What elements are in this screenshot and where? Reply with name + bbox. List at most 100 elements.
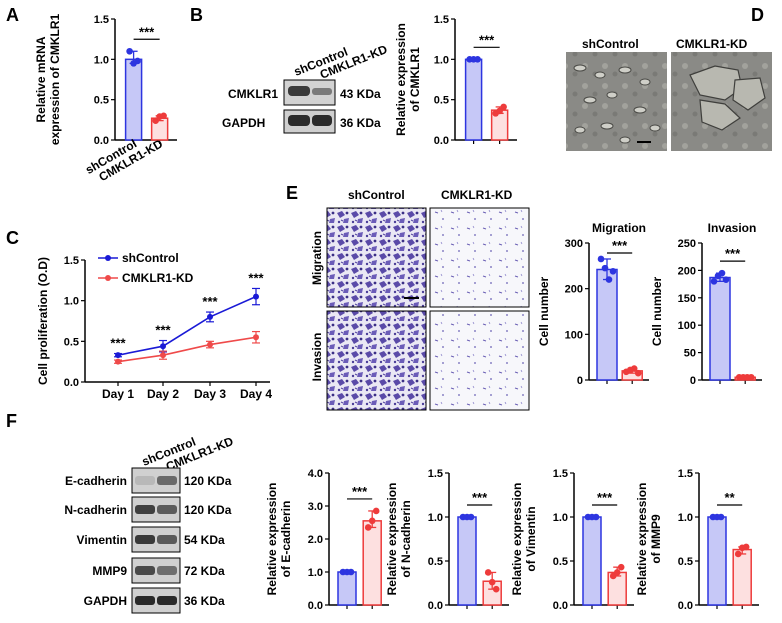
data-point (372, 507, 380, 515)
data-point (500, 103, 507, 111)
y-tick-label: 50 (684, 348, 696, 360)
data-point (734, 550, 742, 558)
chart-e-migration: 0 100 200 300 *** Cell number Migration (537, 221, 649, 387)
blot-f-protein: E-cadherin (65, 474, 127, 488)
bar-control (582, 516, 602, 606)
data-point (160, 352, 166, 359)
data-point (492, 585, 500, 593)
data-point (617, 563, 625, 571)
y-tick-label: 100 (565, 329, 583, 341)
bar-control (457, 516, 477, 606)
data-point (592, 513, 600, 521)
data-point (126, 47, 133, 55)
y-tick-label: 1.0 (94, 54, 109, 66)
data-point (364, 524, 372, 531)
data-point (207, 341, 213, 348)
data-point (634, 369, 642, 377)
transwell-row-invasion: Invasion (310, 333, 324, 382)
chart-f-ncadherin: 0.0 0.5 1.0 1.5 *** Relative expression of N-c… (385, 468, 509, 612)
data-point (742, 543, 750, 551)
y-tick-label: 0.5 (553, 556, 568, 568)
y-axis-label: expression of CMKLR1 (48, 13, 62, 145)
blot-b-size-1: 36 KDa (340, 116, 381, 130)
data-point (152, 117, 159, 124)
y-tick-label: 0.5 (64, 336, 79, 348)
x-tick-label: Day 1 (102, 387, 134, 401)
data-point (347, 568, 355, 576)
legend-label: CMKLR1-KD (122, 271, 194, 285)
bar-control (709, 276, 731, 381)
significance-label: *** (202, 294, 218, 309)
data-point (609, 268, 617, 275)
y-tick-label: 2.0 (308, 534, 323, 546)
y-axis-label: Relative expression (385, 483, 399, 596)
significance-label: *** (725, 246, 741, 261)
y-axis-label: Cell number (537, 277, 551, 347)
blot-f-protein: Vimentin (77, 533, 127, 547)
data-point (605, 276, 613, 283)
panel-label-e: E (286, 183, 298, 203)
y-tick-label: 1.5 (553, 468, 568, 480)
blot-band (135, 596, 155, 605)
transwell-image-migration-control (326, 207, 427, 308)
y-tick-label: 300 (565, 238, 583, 250)
y-axis-label: of E-cadherin (279, 501, 293, 578)
data-point (115, 352, 121, 359)
series-line (117, 336, 257, 363)
y-tick-label: 1.5 (428, 468, 443, 480)
data-point (601, 264, 609, 272)
chart-b-cmklr1-protein: 0.0 0.5 1.0 1.5 *** Relative expression of CMK… (394, 14, 517, 147)
y-axis-label: of MMP9 (649, 514, 663, 564)
y-tick-label: 0.0 (678, 600, 693, 612)
data-point (474, 56, 481, 63)
series-line (117, 295, 257, 356)
blot-band (288, 86, 310, 96)
data-point (160, 112, 167, 120)
y-axis-label: Cell number (650, 277, 664, 347)
data-point (710, 278, 718, 285)
x-tick-label: Day 3 (194, 387, 226, 401)
bar-control (464, 58, 483, 141)
y-tick-label: 0.5 (428, 556, 443, 568)
legend-label: shControl (122, 251, 179, 265)
data-point (253, 334, 259, 341)
blot-band (135, 476, 155, 485)
significance-label: *** (612, 238, 628, 253)
y-tick-label: 200 (678, 265, 696, 277)
y-axis-label: Relative mRNA (34, 36, 48, 122)
significance-label: *** (597, 490, 613, 505)
y-tick-label: 1.0 (678, 512, 693, 524)
western-blot-b: shControl CMKLR1-KD CMKLR1 GAPDH 43 KDa … (222, 42, 390, 134)
data-point (484, 569, 492, 576)
y-tick-label: 100 (678, 320, 696, 332)
transwell-label-control: shControl (348, 188, 405, 202)
significance-label: *** (472, 490, 488, 505)
transwell-row-migration: Migration (310, 231, 324, 285)
phase-contrast-d: shControl CMKLR1-KD (566, 37, 772, 151)
data-point (115, 358, 121, 365)
y-tick-label: 4.0 (308, 468, 323, 480)
y-axis-label: Relative expression (394, 23, 408, 136)
blot-f-size: 36 KDa (184, 594, 225, 608)
blot-band (312, 88, 332, 95)
bar-kd (732, 548, 752, 606)
blot-b-protein-0: CMKLR1 (228, 87, 278, 101)
blot-band (135, 566, 155, 575)
blot-f-protein: MMP9 (92, 564, 127, 578)
data-point (718, 269, 726, 277)
significance-label: *** (155, 323, 171, 338)
data-point (630, 365, 638, 372)
y-tick-label: 1.0 (428, 512, 443, 524)
blot-f-size: 54 KDa (184, 533, 225, 547)
y-tick-label: 250 (678, 238, 696, 250)
y-tick-label: 1.0 (308, 567, 323, 579)
x-tick-label: Day 4 (240, 387, 272, 401)
scale-bar (637, 141, 651, 143)
legend-marker (105, 275, 111, 281)
bar-control (707, 516, 727, 606)
y-tick-label: 0.5 (678, 556, 693, 568)
y-tick-label: 0.0 (308, 600, 323, 612)
y-axis-label: Cell proliferation (O.D) (36, 257, 50, 385)
bar-control (124, 58, 143, 141)
